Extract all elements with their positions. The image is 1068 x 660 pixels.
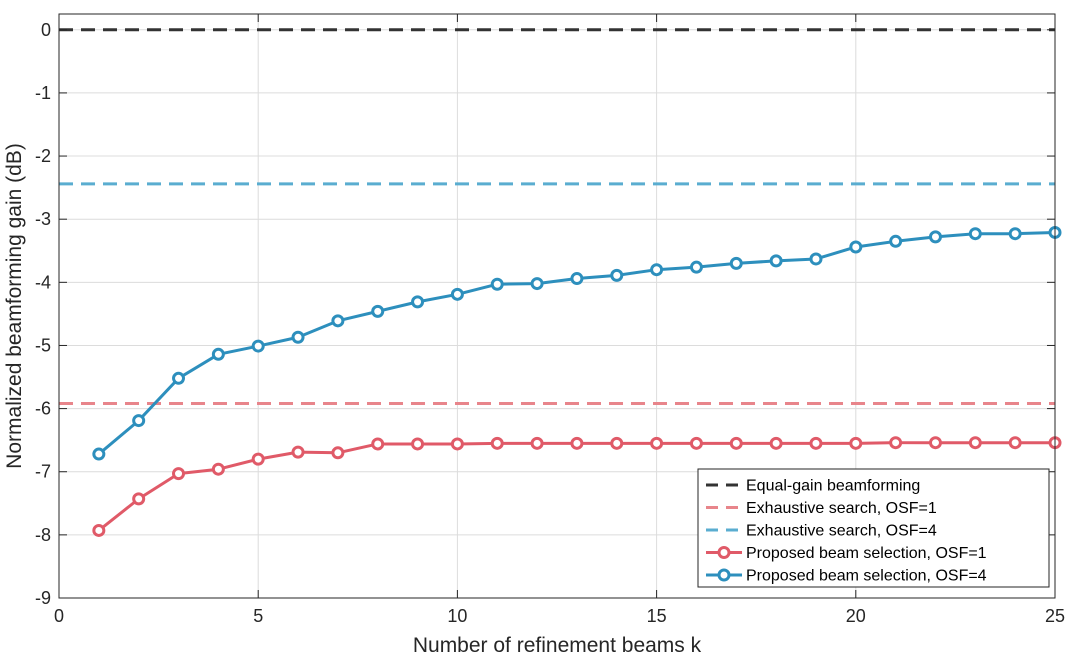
legend-entry: Proposed beam selection, OSF=4 (746, 568, 987, 585)
x-axis-ticks: 0 5 10 15 20 25 (54, 14, 1065, 626)
y-tick-label: -4 (35, 272, 51, 292)
legend-box (697, 468, 1050, 588)
data-point (889, 234, 903, 248)
data-point (1008, 227, 1022, 241)
data-point (650, 436, 664, 450)
data-point (411, 437, 425, 451)
data-point (968, 227, 982, 241)
data-point (650, 263, 664, 277)
y-tick-label: -1 (35, 83, 51, 103)
data-series (92, 225, 1062, 537)
data-point (450, 287, 464, 301)
data-point (570, 272, 584, 286)
data-point (689, 436, 703, 450)
x-tick-label: 5 (253, 606, 263, 626)
legend-entry: Equal-gain beamforming (746, 478, 920, 495)
legend-entry: Proposed beam selection, OSF=1 (746, 545, 987, 562)
data-point (729, 256, 743, 270)
data-point (809, 252, 823, 266)
y-tick-label: -7 (35, 462, 51, 482)
data-point (1008, 436, 1022, 450)
data-point (172, 467, 186, 481)
data-point (689, 260, 703, 274)
data-point (849, 436, 863, 450)
x-tick-label: 10 (447, 606, 467, 626)
data-point (291, 330, 305, 344)
legend-marker (717, 546, 731, 559)
data-point (610, 436, 624, 450)
data-point (92, 447, 106, 461)
data-point (570, 436, 584, 450)
data-point (490, 436, 504, 450)
y-tick-label: -6 (35, 399, 51, 419)
legend: Equal-gain beamforming Exhaustive search,… (697, 468, 1050, 588)
data-point (809, 436, 823, 450)
data-point (92, 523, 106, 537)
legend-entry: Exhaustive search, OSF=4 (746, 523, 937, 540)
data-point (729, 436, 743, 450)
x-tick-label: 25 (1045, 606, 1065, 626)
data-point (411, 295, 425, 309)
x-axis-label: Number of refinement beams k (413, 634, 702, 657)
y-tick-label: -8 (35, 525, 51, 545)
reference-lines (59, 28, 1055, 406)
y-tick-label: 0 (41, 20, 51, 40)
data-point (371, 304, 385, 318)
y-axis-label: Normalized beamforming gain (dB) (3, 143, 26, 469)
data-point (331, 314, 345, 328)
y-tick-label: -3 (35, 209, 51, 229)
x-tick-label: 0 (54, 606, 64, 626)
data-point (928, 436, 942, 450)
series-line (97, 230, 1056, 456)
data-point (251, 339, 265, 353)
plot-area-frame (58, 13, 1056, 599)
data-point (769, 254, 783, 268)
x-tick-label: 20 (846, 606, 866, 626)
data-point (211, 347, 225, 361)
data-point (610, 268, 624, 282)
data-point (968, 436, 982, 450)
data-point (928, 230, 942, 244)
data-point (331, 446, 345, 460)
data-point (490, 277, 504, 291)
y-tick-label: -5 (35, 335, 51, 355)
data-point (291, 445, 305, 459)
legend-entry: Exhaustive search, OSF=1 (746, 500, 937, 517)
legend-marker (717, 568, 731, 582)
data-point (530, 436, 544, 450)
data-point (769, 436, 783, 450)
data-point (530, 277, 544, 291)
y-tick-label: -2 (35, 146, 51, 166)
data-point (251, 452, 265, 466)
data-point (132, 414, 146, 428)
y-tick-label: -9 (35, 588, 51, 608)
data-point (849, 240, 863, 254)
y-axis-ticks: 0 -1 -2 -3 -4 -5 -6 -7 -8 -9 (35, 20, 1055, 608)
x-tick-label: 15 (647, 606, 667, 626)
data-point (450, 437, 464, 451)
data-point (172, 371, 186, 385)
data-point (211, 462, 225, 476)
data-point (889, 436, 903, 450)
data-point (371, 437, 385, 451)
data-point (132, 492, 146, 506)
